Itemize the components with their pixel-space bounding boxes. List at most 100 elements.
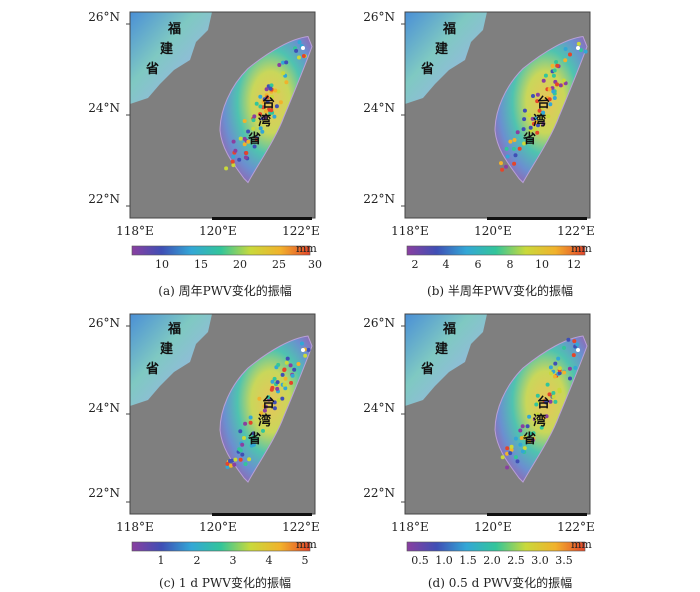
station-dot [576,348,580,352]
station-dot [283,376,288,381]
label-tai: 台 [262,96,276,111]
station-dot [566,337,571,342]
label-fu: 福 [443,322,457,337]
lat-label-22: 22°N [88,192,120,206]
station-dot [268,86,273,91]
station-dot [238,457,243,462]
station-dot [545,382,550,387]
station-dot [548,371,553,376]
station-dot [520,424,525,429]
station-dot [562,370,567,375]
station-dot [248,420,253,425]
station-dot [536,123,540,128]
label-sheng-tw: 省 [248,432,262,447]
station-dot [504,164,508,169]
cb-tick: 20 [233,258,247,271]
cb-tick: 1.5 [459,554,477,567]
station-dot [266,422,271,427]
station-dot [513,455,518,460]
station-dot [563,81,568,86]
station-dot [522,117,527,122]
station-dot [280,396,285,401]
caption: (d) 0.5 d PWV变化的振幅 [427,576,573,590]
lon-label-122: 122°E [557,224,595,238]
lat-label-24: 24°N [363,401,395,415]
cb-tick: 3.0 [531,554,549,567]
station-dot [521,127,526,132]
station-dot [558,83,563,88]
station-dot [233,457,238,462]
label-jian: 建 [160,42,174,57]
station-dot [563,47,568,51]
label-wan: 湾 [258,414,272,429]
station-dot [263,109,268,114]
station-dot [561,78,566,83]
caption: (c) 1 d PWV变化的振幅 [159,576,291,590]
station-dot [535,92,540,97]
lon-label-120: 120°E [474,224,512,238]
station-dot [527,439,532,444]
lon-label-118: 118°E [116,520,154,534]
station-dot [547,97,552,102]
lat-label-24: 24°N [363,101,395,115]
station-dot [258,112,263,117]
cb-tick: 4 [442,258,450,271]
cb-tick: 3.5 [555,554,573,567]
station-dot [528,125,533,130]
station-dot [551,89,556,94]
fujian-coast [130,314,212,406]
station-dot [281,71,286,76]
station-dot [258,126,263,131]
station-dot [509,447,514,452]
station-dot [285,356,290,361]
station-dot [231,163,236,168]
station-dot [238,448,243,453]
station-dot [306,347,311,352]
station-dot [301,348,305,352]
station-dot [270,94,274,99]
label-wan: 湾 [533,114,547,129]
colorbar [406,541,586,552]
station-dot [272,400,277,405]
station-dot [282,368,287,372]
lon-label-118: 118°E [391,520,429,534]
station-dot [269,387,274,392]
unit-label: mm [296,242,317,255]
station-dot [535,393,540,398]
station-dot [534,402,539,407]
station-dot [555,63,560,68]
lat-label-26: 26°N [363,10,395,24]
station-dot [301,46,305,50]
station-dot [535,99,540,104]
station-dot [274,104,279,109]
station-dot [276,398,281,403]
station-dot [500,167,505,172]
unit-label: mm [571,242,592,255]
station-dot [282,382,287,387]
station-dot [535,130,540,135]
station-dot [297,55,301,60]
station-dot [515,130,520,135]
station-dot [528,128,533,133]
station-dot [505,451,510,456]
station-dot [283,386,288,391]
station-dot [247,457,252,462]
station-dot [505,465,510,470]
station-dot [541,78,546,83]
station-dot [515,459,520,464]
panel-a: 26°N 24°N 22°N 118°E 120°E 122°E 福 建 省 台… [80,0,410,298]
station-dot [297,40,302,45]
station-dot [551,391,556,395]
station-dot [533,116,538,121]
lat-label-26: 26°N [363,316,395,330]
station-dot [225,461,230,466]
cb-tick: 2 [193,554,201,567]
station-dot [259,411,264,416]
station-dot [290,373,295,378]
station-dot [546,114,551,119]
cb-tick: 15 [194,258,208,271]
station-dot [552,96,557,100]
station-dot [557,387,562,392]
station-dot [548,399,553,404]
station-dot [500,455,505,460]
